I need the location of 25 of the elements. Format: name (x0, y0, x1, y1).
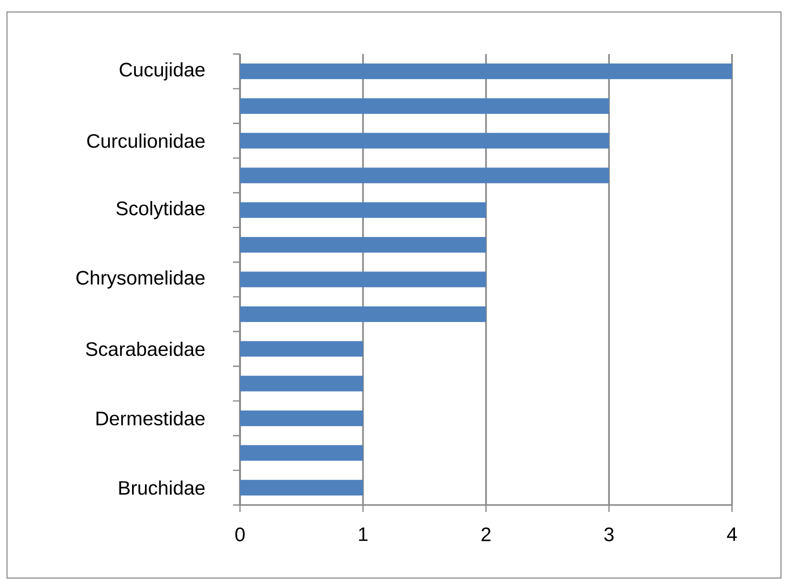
y-tick-label: Curculionidae (87, 134, 205, 148)
y-tick-label: Scolytidae (116, 201, 205, 220)
x-tick-label: 4 (727, 528, 737, 541)
x-tick-label: 2 (482, 528, 490, 542)
bar (240, 98, 610, 114)
bar (240, 341, 364, 357)
x-tick-label: 0 (235, 528, 245, 542)
bar (240, 202, 486, 218)
bar (240, 410, 364, 426)
x-tick-label: 1 (359, 528, 368, 541)
bar (240, 236, 486, 253)
y-tick-label: Chrysomelidae (76, 270, 205, 289)
bar (240, 445, 364, 461)
y-tick-label: Bruchidae (119, 480, 205, 495)
bar (240, 64, 732, 80)
y-tick-label: Dermestidae (96, 411, 205, 426)
bar (240, 376, 364, 392)
y-tick-label: Cucujidae (120, 62, 205, 80)
y-tick-label: Scarabaeidae (86, 342, 205, 356)
x-tick-label: 3 (604, 528, 614, 542)
bar (240, 272, 486, 288)
bar (240, 168, 610, 184)
bar (240, 306, 486, 322)
bar (240, 132, 610, 149)
bar (240, 480, 364, 496)
